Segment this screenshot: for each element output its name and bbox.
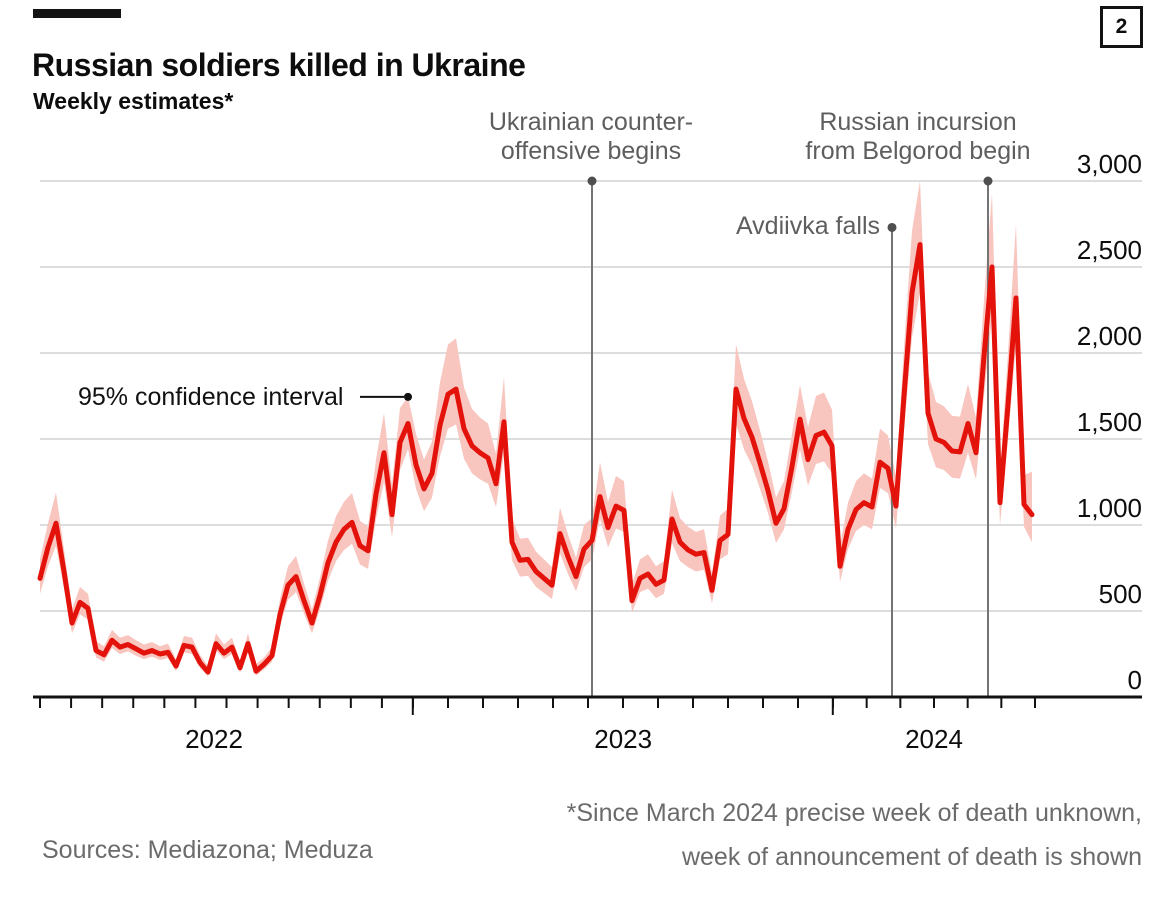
ci-leader-dot [404,392,412,401]
annotation-dot-avdiivka [887,222,897,232]
annotation-line-2: from Belgorod begin [805,137,1031,165]
footnote: *Since March 2024 precise week of death … [567,791,1142,879]
annotation-line-1: Ukrainian counter- [488,108,694,136]
x-axis-year-label: 2022 [185,724,243,754]
y-axis-label: 500 [1098,579,1142,609]
annotation-dot-counteroffensive [587,176,597,186]
sources: Sources: Mediazona; Meduza [42,836,373,864]
y-axis-label: 1,500 [1076,407,1142,437]
y-axis-label: 2,000 [1076,321,1142,351]
y-axis-label: 2,500 [1076,235,1142,265]
footnote-line-1: *Since March 2024 precise week of death … [566,799,1142,827]
data-line [37,242,1035,675]
annotation-belgorod: Russian incursion from Belgorod begin [805,108,1030,166]
y-axis-label: 3,000 [1076,149,1142,179]
annotation-counteroffensive: Ukrainian counter- offensive begins [489,108,693,166]
x-axis-year-label: 2024 [905,724,963,754]
brand-bar [33,9,121,18]
annotation-line-1: Russian incursion [819,108,1017,136]
figure-number-badge: 2 [1100,6,1143,48]
annotation-avdiivka: Avdiivka falls [736,212,880,241]
chart-subtitle: Weekly estimates* [33,88,234,114]
y-axis-label: 1,000 [1076,493,1142,523]
annotation-dot-belgorod [983,176,993,186]
figure-number: 2 [1115,15,1128,38]
footnote-line-2: week of announcement of death is shown [681,843,1142,871]
page-title: Russian soldiers killed in Ukraine [32,47,526,84]
confidence-interval-label: 95% confidence interval [78,383,344,411]
annotation-line-2: offensive begins [500,137,682,165]
x-axis-year-label: 2023 [594,724,653,754]
y-axis-label: 0 [1127,665,1142,695]
confidence-band [40,181,1032,677]
annotation-line-1: Avdiivka falls [735,212,880,240]
